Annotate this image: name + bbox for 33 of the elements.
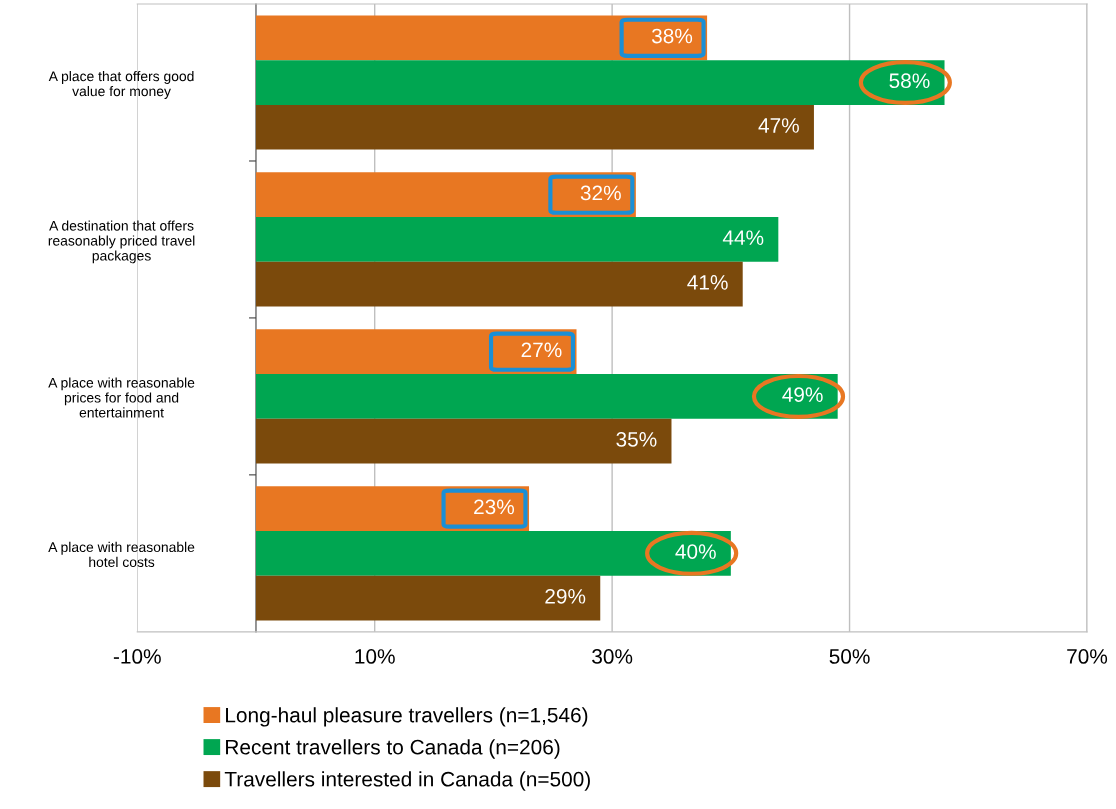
bar: [255, 172, 636, 218]
bar: [255, 261, 743, 307]
bar: [255, 15, 708, 61]
data-label: 58%: [889, 73, 930, 89]
bar: [255, 329, 577, 375]
y-tick-label: A place with reasonable hotel costs: [48, 541, 195, 568]
x-tick-label: 70%: [1067, 649, 1108, 664]
data-label: 32%: [580, 185, 621, 201]
bar: [255, 418, 672, 464]
data-label: 44%: [722, 230, 764, 245]
x-tick-label: 30%: [592, 649, 633, 664]
data-label: 49%: [782, 387, 823, 402]
legend-label: Travellers interested in Canada (n=500): [224, 771, 590, 791]
x-tick-label: -10%: [113, 649, 161, 664]
x-tick-label: 10%: [355, 649, 395, 664]
data-label: 40%: [675, 544, 716, 559]
data-label: 29%: [545, 588, 586, 604]
bar: [255, 104, 814, 150]
x-tick-label: 50%: [829, 649, 870, 664]
data-label: 35%: [616, 431, 657, 447]
y-tick-label: A place with reasonable prices for food and entertainment: [48, 377, 195, 418]
data-label: 47%: [758, 118, 799, 133]
y-tick-label: A place that offers good value for money: [48, 71, 194, 99]
data-label: 23%: [474, 499, 515, 515]
bar: [255, 486, 530, 531]
bar: [255, 217, 779, 262]
y-tick-label: A destination that offers reasonably priced travel packages: [48, 220, 195, 264]
data-label: 27%: [521, 342, 562, 358]
legend-label: Recent travellers to Canada (n=206): [226, 739, 560, 759]
data-label: 41%: [687, 275, 728, 290]
legend-label: Long-haul pleasure travellers (n=1,546): [226, 707, 588, 727]
bar: [255, 575, 601, 621]
data-label: 38%: [651, 28, 693, 44]
